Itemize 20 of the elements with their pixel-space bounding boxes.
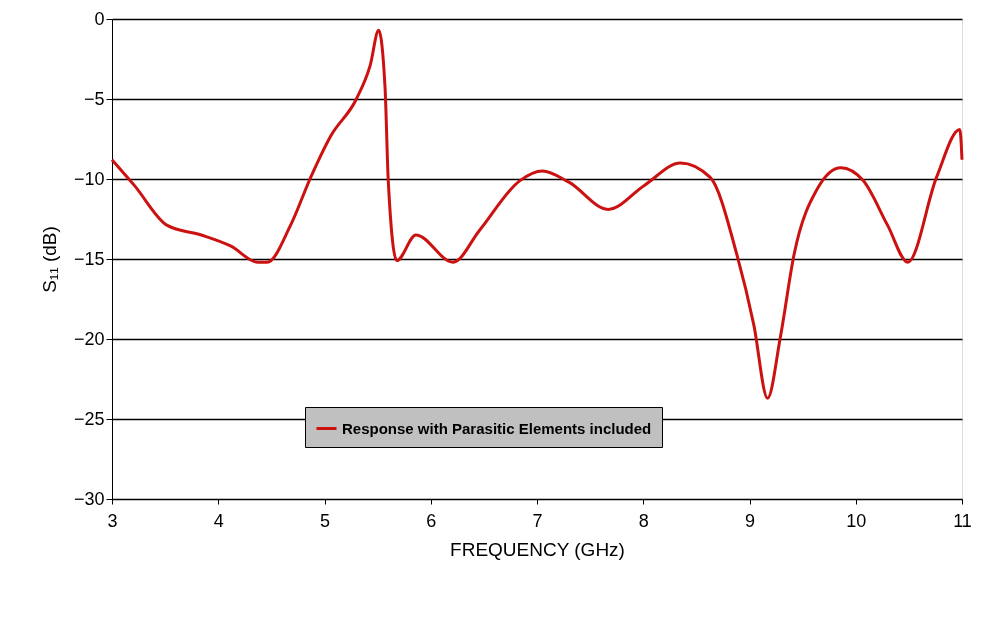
x-tick-label: 10 <box>846 510 867 531</box>
legend-label: Response with Parasitic Elements included <box>342 419 652 437</box>
x-tick-label: 11 <box>953 510 972 531</box>
y-tick-label: 0 <box>94 8 105 29</box>
y-tick-label: −25 <box>73 408 105 429</box>
y-tick-label: −20 <box>73 328 105 349</box>
y-tick-label: −10 <box>73 168 105 189</box>
x-tick-label: 8 <box>638 510 649 531</box>
y-tick-label: −15 <box>73 248 105 269</box>
x-tick-label: 9 <box>744 510 756 531</box>
x-tick-label: 6 <box>426 510 437 531</box>
x-tick-label: 7 <box>532 510 543 531</box>
y-tick-label: −5 <box>83 88 105 109</box>
x-tick-label: 5 <box>319 510 331 531</box>
line-series <box>110 28 964 400</box>
x-tick-label: 4 <box>213 510 224 531</box>
x-tick-label: 3 <box>107 510 118 531</box>
y-axis-title: S₁₁ (dB) <box>38 226 60 293</box>
x-axis-title: FREQUENCY (GHz) <box>450 538 625 560</box>
y-tick-label: −30 <box>73 488 105 509</box>
